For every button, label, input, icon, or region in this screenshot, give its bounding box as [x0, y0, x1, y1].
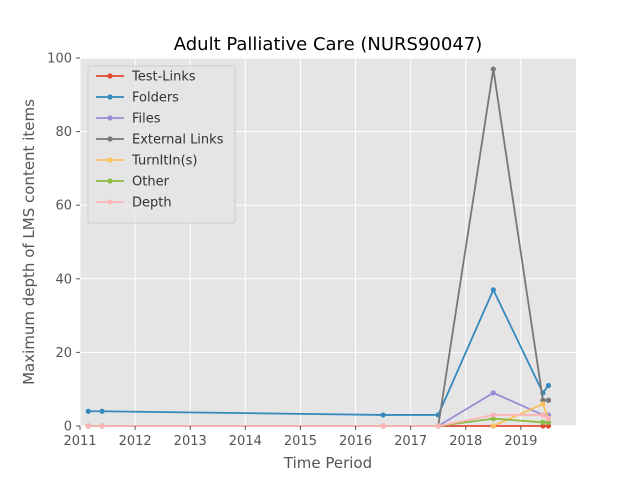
legend-item: TurnItIn(s) [96, 154, 197, 169]
data-point [540, 412, 546, 418]
legend-item: Folders [96, 91, 179, 106]
x-tick-label: 2014 [229, 434, 262, 449]
data-point [99, 423, 105, 429]
data-point [380, 412, 386, 418]
data-point [435, 423, 441, 429]
x-axis-label: Time Period [283, 454, 372, 472]
data-point [545, 419, 552, 425]
legend-marker [107, 199, 113, 205]
legend-item: Depth [96, 196, 172, 211]
legend-marker [107, 115, 113, 121]
legend-box [87, 65, 236, 224]
legend-marker [107, 178, 113, 184]
x-tick-label: 2012 [119, 434, 152, 449]
y-axis-label: Maximum depth of LMS content items [20, 99, 38, 385]
data-point [545, 397, 552, 403]
chart-title: Adult Palliative Care (NURS90047) [174, 34, 483, 55]
x-tick-label: 2016 [339, 434, 372, 449]
x-tick-label: 2017 [394, 434, 427, 449]
legend-label: Other [132, 175, 170, 190]
data-point [490, 423, 496, 429]
legend-item: Files [96, 112, 161, 127]
y-tick-label: 100 [47, 52, 72, 67]
x-tick-label: 2013 [174, 434, 207, 449]
y-tick-label: 60 [55, 199, 72, 214]
x-tick-label: 2011 [63, 434, 96, 449]
data-point [99, 408, 105, 414]
x-tick-label: 2019 [504, 434, 537, 449]
data-point [545, 382, 552, 389]
data-point [85, 423, 91, 429]
legend-item: Other [96, 175, 170, 190]
legend-marker [107, 73, 113, 79]
y-tick-label: 40 [55, 272, 72, 287]
legend-label: Test-Links [131, 70, 196, 85]
series-layer [85, 66, 552, 429]
data-point [490, 287, 496, 293]
series-depth [85, 412, 552, 429]
data-point [545, 423, 552, 429]
legend-marker [107, 157, 113, 163]
legend-marker [107, 94, 113, 100]
y-tick-label: 0 [64, 420, 72, 435]
data-point [540, 401, 546, 407]
data-point [490, 412, 496, 418]
legend-item: External Links [96, 133, 224, 148]
data-point [490, 66, 496, 72]
data-point [540, 423, 546, 429]
legend-label: Depth [132, 196, 172, 211]
data-point [85, 408, 91, 414]
data-point [490, 416, 496, 422]
legend-label: Folders [132, 91, 179, 106]
legend-label: Files [132, 112, 161, 127]
data-point [545, 416, 552, 422]
data-point [490, 390, 496, 396]
data-point [540, 397, 546, 403]
legend-label: External Links [132, 133, 224, 148]
y-tick-label: 20 [55, 346, 72, 361]
legend-item: Test-Links [96, 70, 196, 85]
legend-marker [107, 136, 113, 142]
legend-label: TurnItIn(s) [131, 154, 197, 169]
axis-ticks: 2011 2012 2013 2014 2015 2016 2017 2018 2019 0 20 4… [47, 52, 537, 450]
y-tick-label: 80 [55, 125, 72, 140]
x-tick-label: 2015 [284, 434, 317, 449]
data-point [380, 423, 386, 429]
legend: Test-Links Folders Files External Links Turn… [87, 65, 236, 224]
data-point [540, 419, 546, 425]
x-tick-label: 2018 [449, 434, 482, 449]
